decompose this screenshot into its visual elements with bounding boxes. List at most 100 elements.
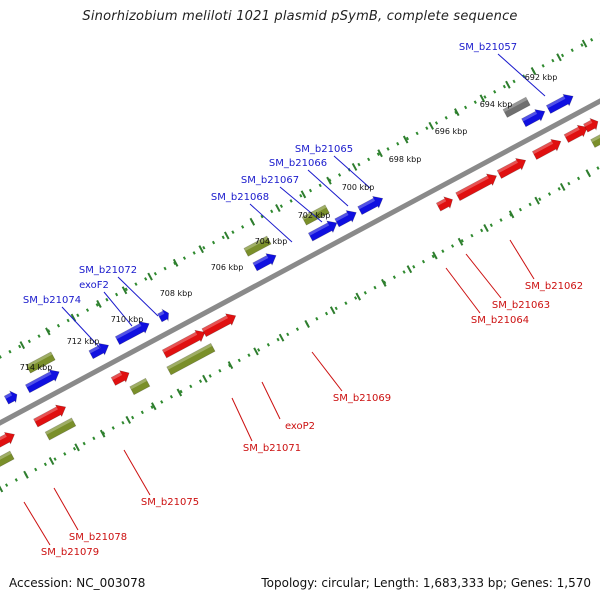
gene-feature-highlight [115, 323, 142, 340]
red-gene-feature[interactable] [0, 429, 18, 458]
gene-feature-highlight [4, 392, 13, 399]
blue-gene-feature[interactable] [521, 106, 548, 129]
scale-tick [534, 196, 540, 205]
scale-tick [508, 210, 515, 219]
gene-label-top[interactable]: SM_b21065 [295, 144, 353, 155]
olive-gene-feature[interactable] [301, 204, 330, 226]
scale-tick [326, 176, 332, 185]
scale-tick [355, 292, 362, 301]
label-leader-line [231, 397, 253, 442]
scale-tick [278, 333, 285, 342]
red-gene-feature[interactable] [496, 155, 529, 181]
scale-tick [253, 347, 259, 356]
blue-gene-feature[interactable] [334, 207, 360, 229]
kbp-label: 712 kbp [67, 337, 100, 346]
kbp-label: 698 kbp [389, 155, 422, 164]
scale-tick [432, 251, 438, 260]
blue-gene-feature[interactable] [157, 307, 172, 323]
red-gene-feature[interactable] [531, 136, 564, 162]
gene-label-bottom[interactable]: SM_b21062 [525, 281, 583, 292]
scale-tick [198, 245, 204, 254]
scale-tick [483, 224, 489, 233]
gene-label-bottom[interactable]: SM_b21064 [471, 315, 529, 326]
gene-label-top[interactable]: exoF2 [79, 280, 109, 291]
gene-feature-highlight [157, 311, 165, 317]
gene-label-top[interactable]: SM_b21067 [241, 175, 299, 186]
gene-label-bottom[interactable]: SM_b21071 [243, 443, 301, 454]
kbp-label: 706 kbp [211, 263, 244, 272]
red-gene-feature[interactable] [161, 327, 208, 360]
label-leader-line [445, 267, 481, 314]
scale-tick [275, 204, 281, 213]
red-gene-feature[interactable] [583, 116, 600, 134]
gene-feature-highlight [201, 315, 229, 332]
gene-label-top[interactable]: SM_b21068 [211, 192, 269, 203]
label-leader-line [23, 501, 51, 546]
gene-feature-highlight [111, 372, 123, 381]
gene-feature-highlight [334, 212, 349, 222]
gene-feature-highlight [252, 255, 269, 266]
gene-label-bottom[interactable]: SM_b21078 [69, 532, 127, 543]
gray-gene-feature[interactable] [502, 96, 531, 118]
scale-tick [530, 67, 537, 76]
label-leader-line [103, 291, 133, 327]
gene-feature-highlight [129, 378, 148, 390]
gene-label-top[interactable]: SM_b21057 [459, 42, 517, 53]
olive-gene-feature[interactable] [0, 450, 15, 474]
scale-tick [147, 272, 153, 281]
scale-tick [249, 217, 256, 226]
olive-gene-feature[interactable] [25, 351, 56, 374]
olive-gene-feature[interactable] [590, 130, 600, 148]
dotted-tracks [0, 33, 600, 491]
blue-gene-feature[interactable] [3, 389, 20, 406]
gene-label-top[interactable]: SM_b21072 [79, 265, 137, 276]
gene-label-bottom[interactable]: SM_b21079 [41, 547, 99, 558]
red-gene-feature[interactable] [563, 122, 590, 145]
scale-tick [428, 121, 434, 130]
gene-feature-highlight [308, 222, 330, 236]
scale-tick [454, 108, 460, 117]
gene-label-top[interactable]: SM_b21066 [269, 158, 327, 169]
scale-tick [48, 457, 55, 466]
gene-label-bottom[interactable]: SM_b21069 [333, 393, 391, 404]
red-gene-feature[interactable] [33, 401, 69, 429]
gene-label-bottom[interactable]: SM_b21063 [492, 300, 550, 311]
gene-label-bottom[interactable]: exoP2 [285, 421, 315, 432]
blue-gene-feature[interactable] [114, 318, 152, 346]
blue-gene-feature[interactable] [252, 250, 279, 273]
kbp-label: 696 kbp [435, 127, 468, 136]
gene-feature-highlight [45, 417, 74, 435]
blue-gene-feature[interactable] [88, 340, 112, 361]
red-gene-feature[interactable] [201, 310, 239, 338]
scale-tick [96, 299, 102, 308]
olive-gene-feature[interactable] [243, 235, 272, 257]
upper-dotted-track [0, 33, 600, 359]
sequence-backbone [0, 98, 600, 426]
scale-tick [227, 361, 234, 370]
scale-tick [223, 231, 230, 240]
label-leader-line [307, 169, 349, 207]
ticks [0, 39, 592, 493]
blue-gene-feature[interactable] [24, 366, 62, 394]
blue-gene-feature[interactable] [307, 217, 340, 243]
gene-label-top[interactable]: SM_b21074 [23, 295, 81, 306]
blue-gene-feature[interactable] [357, 193, 386, 217]
label-leader-line [249, 203, 293, 243]
gene-feature-highlight [546, 96, 566, 109]
olive-gene-feature[interactable] [44, 417, 77, 441]
gene-feature-highlight [564, 127, 580, 138]
blue-gene-feature[interactable] [545, 91, 576, 116]
label-leader-line [509, 239, 535, 280]
gene-feature-highlight [532, 141, 554, 155]
red-gene-feature[interactable] [455, 170, 500, 202]
label-leader-line [123, 449, 151, 496]
gene-label-bottom[interactable]: SM_b21075 [141, 497, 199, 508]
red-gene-feature[interactable] [110, 367, 132, 387]
lower-dotted-track [0, 165, 600, 491]
label-leader-line [311, 351, 343, 392]
olive-gene-feature[interactable] [166, 342, 216, 376]
accession-text: Accession: NC_003078 [9, 576, 146, 590]
olive-gene-feature[interactable] [129, 377, 151, 396]
red-gene-feature[interactable] [435, 194, 455, 213]
